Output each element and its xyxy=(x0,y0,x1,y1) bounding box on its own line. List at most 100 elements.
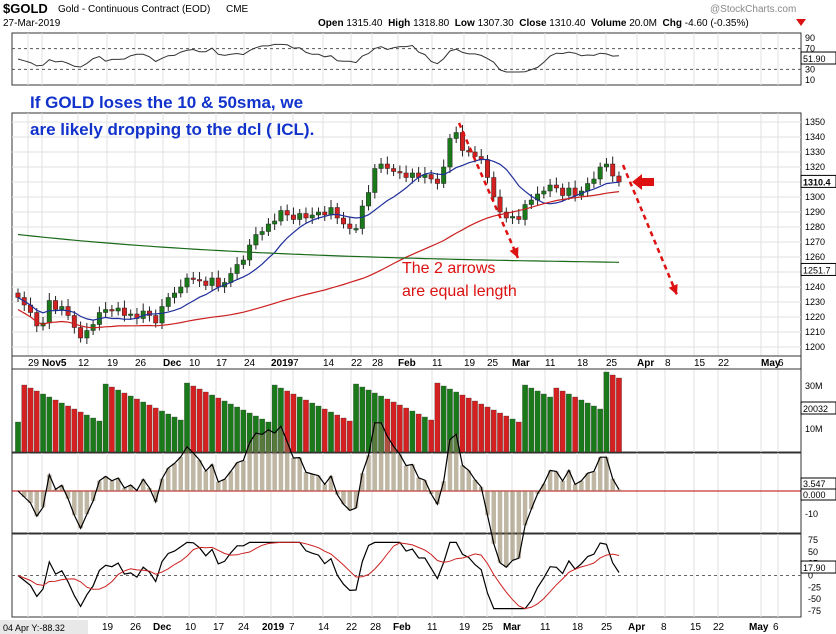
macd-value-label: 3.547 xyxy=(803,479,826,489)
price-tick-label: 1260 xyxy=(805,252,825,262)
candle-body xyxy=(209,277,215,286)
candle-body xyxy=(597,166,603,180)
x-axis-label: 22 xyxy=(718,358,730,369)
volume-bar xyxy=(534,390,541,453)
x-axis-label: 7 xyxy=(293,358,299,369)
volume-bar xyxy=(541,393,547,453)
x-axis-label: 11 xyxy=(545,358,556,369)
arrow-past-head xyxy=(509,247,519,258)
candle-body xyxy=(253,234,259,246)
stoch-line xyxy=(17,541,620,610)
volume-bar xyxy=(428,419,434,453)
volume-bar xyxy=(616,377,622,453)
candle-body xyxy=(165,297,171,307)
volume-bar xyxy=(228,403,234,453)
bottom-x-axis-label: 11 xyxy=(540,622,551,633)
annotation-text-line2: are likely dropping to the dcl ( ICL). xyxy=(30,120,314,139)
candle-body xyxy=(353,228,359,231)
candle-body xyxy=(153,315,159,324)
volume-bar xyxy=(121,392,128,453)
candle-body xyxy=(322,211,328,216)
candle-body xyxy=(159,306,165,324)
candle-body xyxy=(115,307,121,312)
candle-body xyxy=(272,220,278,225)
candle-body xyxy=(297,213,303,220)
candle-body xyxy=(309,214,315,219)
change-down-icon xyxy=(796,19,806,26)
candle-body xyxy=(585,183,591,192)
x-axis-label: 10 xyxy=(189,358,201,369)
open-value: 1315.40 xyxy=(346,18,383,29)
volume-bar xyxy=(578,399,585,453)
volume-bar xyxy=(71,408,78,453)
candle-body xyxy=(303,213,309,219)
x-axis-label: 6 xyxy=(778,358,784,369)
volume-bar xyxy=(584,402,591,453)
x-axis-strip xyxy=(11,355,802,370)
volume-bar xyxy=(509,418,516,453)
volume-bar xyxy=(484,406,491,453)
x-axis-label: Apr xyxy=(637,358,654,369)
candle-body xyxy=(428,174,434,180)
candle-body xyxy=(334,207,340,219)
candle-body xyxy=(378,163,384,169)
candle-body xyxy=(284,210,290,216)
rsi-tick-label: 90 xyxy=(805,33,815,43)
volume-bar xyxy=(65,405,71,453)
volume-bar xyxy=(315,405,322,453)
volume-bar xyxy=(215,397,222,453)
candle-body xyxy=(184,277,190,288)
x-axis-label: 15 xyxy=(694,358,706,369)
volume-bar xyxy=(196,388,203,453)
stoch-tick-label: -50 xyxy=(808,594,821,604)
candle-body xyxy=(553,184,559,189)
volume-value-box xyxy=(800,401,836,415)
rsi-line xyxy=(17,43,620,73)
volume-bar xyxy=(353,383,359,453)
volume-bar xyxy=(559,390,566,453)
volume-bar xyxy=(516,421,522,453)
volume-bar xyxy=(178,419,184,453)
price-tick-label: 1330 xyxy=(805,147,825,157)
volume-bar xyxy=(603,371,610,453)
x-axis-label: 28 xyxy=(372,358,384,369)
x-axis-label: 25 xyxy=(606,358,618,369)
candle-body xyxy=(391,168,397,172)
volume-bar xyxy=(102,383,109,453)
volume-bar xyxy=(472,400,478,453)
stoch-tick-label: -75 xyxy=(808,606,821,616)
candle-body xyxy=(290,214,296,220)
bottom-x-axis-label: 26 xyxy=(130,622,142,633)
x-axis-label: 11 xyxy=(432,358,443,369)
bottom-x-axis-label: Apr xyxy=(628,622,645,633)
sma-fast-line xyxy=(17,158,620,321)
volume-bar xyxy=(547,396,553,453)
volume-bar xyxy=(440,385,447,453)
macd-zero-label: 0.000 xyxy=(803,490,826,500)
volume-bar xyxy=(290,393,297,453)
x-axis-label: 24 xyxy=(244,358,256,369)
candle-body xyxy=(109,309,115,312)
annotation-arrows-line1: The 2 arrows xyxy=(402,260,495,277)
arrow-future-head xyxy=(668,284,678,295)
annotation-text-line1: If GOLD loses the 10 & 50sma, we xyxy=(30,93,303,112)
candle-body xyxy=(560,187,566,196)
rsi-panel xyxy=(11,32,802,86)
stoch-tick-label: -25 xyxy=(808,582,821,592)
symbol: $GOLD xyxy=(3,1,48,16)
description: Gold - Continuous Contract (EOD) xyxy=(58,4,211,15)
price-tick-label: 1290 xyxy=(805,207,825,217)
brand-logo: @StockCharts.com xyxy=(710,4,797,15)
volume-bar xyxy=(34,390,40,453)
x-axis-label: May xyxy=(761,358,781,369)
volume-bar xyxy=(321,408,328,453)
x-axis-label: Mar xyxy=(512,358,530,369)
bottom-x-axis-label: 18 xyxy=(572,622,584,633)
bottom-x-axis-label: 2019 xyxy=(262,622,285,633)
chg-label: Chg xyxy=(662,18,682,29)
volume-bar xyxy=(209,394,215,453)
volume-bar xyxy=(40,393,46,453)
volume-bar xyxy=(171,416,178,453)
x-axis-label: 19 xyxy=(464,358,476,369)
